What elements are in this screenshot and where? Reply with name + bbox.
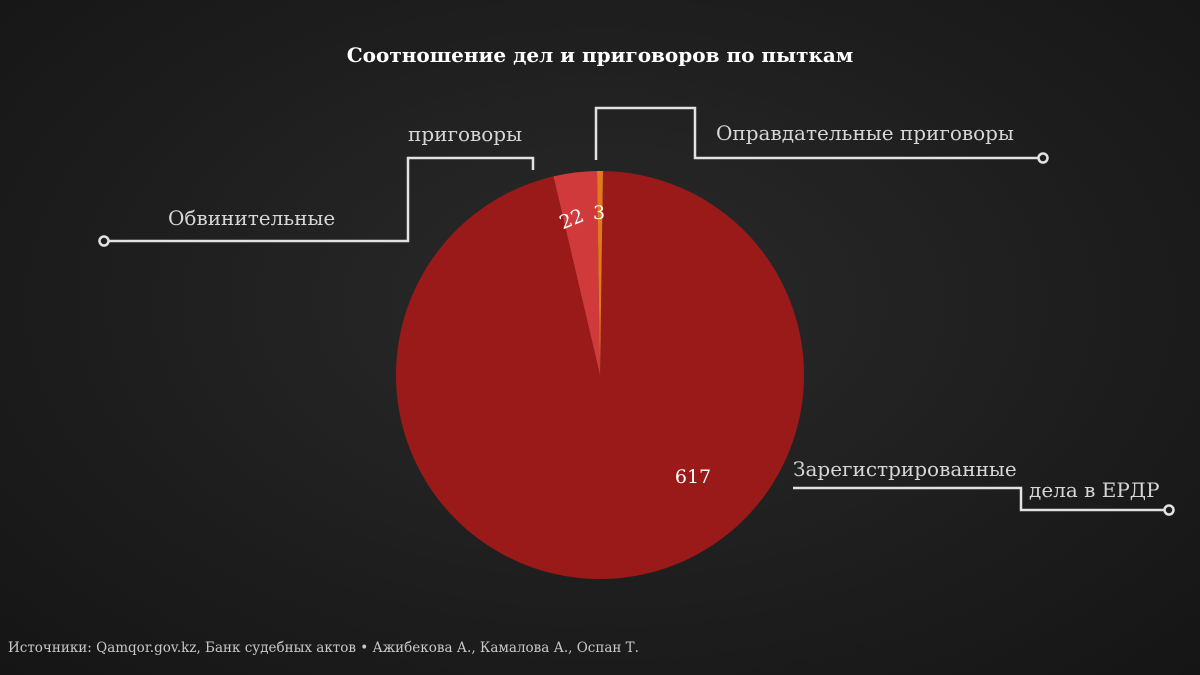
callout-dot-acquittal [1037,152,1049,164]
callout-acquittal: Оправдательные приговоры [594,106,1049,164]
value-label-registered: 617 [675,466,711,488]
callout-label-registered-line2: дела в ЕРДР [1029,478,1160,502]
slice-registered-cases [396,171,805,580]
callout-dot-registered [1163,504,1175,516]
callout-line-guilty [104,156,535,243]
value-label-acquittal: 3 [593,202,605,224]
callout-line-registered [793,486,1169,512]
callout-label-guilty-line2: приговоры [408,122,522,146]
chart-title: Соотношение дел и приговоров по пыткам [347,43,854,67]
callout-label-registered-line1: Зарегистрированные [793,457,1017,481]
source-note: Источники: Qamqor.gov.kz, Банк судебных … [8,640,639,656]
callout-label-acquittal: Оправдательные приговоры [716,121,1014,145]
pie-slices [396,171,805,580]
callout-guilty: приговоры Обвинительные [98,122,535,247]
callout-label-guilty-line1: Обвинительные [168,206,335,230]
callout-registered: Зарегистрированные дела в ЕРДР [793,457,1175,516]
slice-acquittal-sentences [597,171,603,375]
callout-dot-guilty [98,235,110,247]
slice-guilty-sentences [553,171,600,375]
callout-line-acquittal [594,106,1043,160]
